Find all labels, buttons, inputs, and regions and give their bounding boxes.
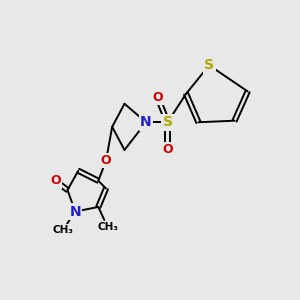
Text: N: N [69, 205, 81, 219]
Text: CH₃: CH₃ [52, 225, 74, 235]
Text: S: S [204, 58, 214, 72]
Text: O: O [101, 154, 111, 167]
Text: O: O [152, 91, 163, 104]
Text: O: O [162, 143, 173, 157]
Text: S: S [163, 115, 172, 129]
Text: CH₃: CH₃ [97, 222, 118, 232]
Text: O: O [50, 174, 61, 187]
Text: N: N [140, 115, 152, 129]
